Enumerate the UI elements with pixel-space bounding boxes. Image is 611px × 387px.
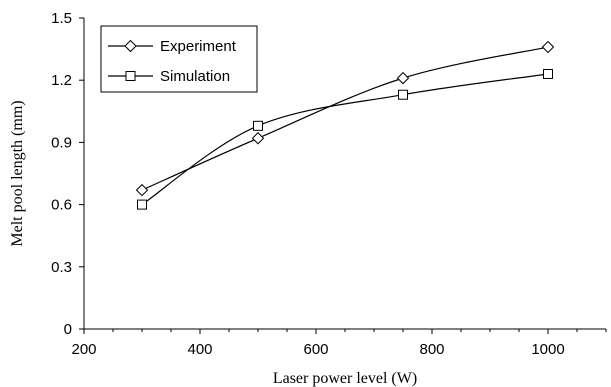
series-layer <box>135 40 555 210</box>
experiment-point-2 <box>396 71 410 85</box>
simulation-point-1 <box>253 120 263 131</box>
simulation-point-0 <box>137 199 147 210</box>
x-tick-label-2: 600 <box>303 341 328 358</box>
simulation-point-3 <box>543 68 553 79</box>
x-tick-label-3: 800 <box>419 341 444 358</box>
x-tick-label-1: 400 <box>187 341 212 358</box>
series-experiment <box>135 40 555 197</box>
y-tick-label-4: 1.2 <box>51 72 72 89</box>
series-line-experiment <box>141 46 549 191</box>
tick-labels: 200 400 600 800 1000 0 0.3 0.6 0.9 1.2 1.5 <box>51 10 565 358</box>
y-tick-label-1: 0.3 <box>51 259 72 276</box>
experiment-point-1 <box>251 132 265 145</box>
y-axis-title: Melt pool length (mm) <box>9 100 26 246</box>
y-tick-label-0: 0 <box>64 321 72 338</box>
legend-marker-simulation <box>125 71 136 81</box>
simulation-point-2 <box>398 89 408 100</box>
series-line-simulation <box>141 73 549 206</box>
x-tick-label-0: 200 <box>71 341 96 358</box>
series-simulation <box>137 68 553 210</box>
y-tick-label-2: 0.6 <box>51 197 72 214</box>
experiment-point-3 <box>541 40 555 54</box>
legend-marker-experiment <box>124 39 137 53</box>
legend: Experiment Simulation <box>100 25 258 93</box>
y-tick-label-5: 1.5 <box>51 10 72 27</box>
y-tick-label-3: 0.9 <box>51 134 72 151</box>
x-axis-title: Laser power level (W) <box>273 370 417 387</box>
legend-label-experiment: Experiment <box>160 38 237 55</box>
ticks <box>79 17 607 334</box>
experiment-point-0 <box>135 183 149 197</box>
legend-label-simulation: Simulation <box>160 68 230 85</box>
x-tick-label-4: 1000 <box>531 341 564 358</box>
